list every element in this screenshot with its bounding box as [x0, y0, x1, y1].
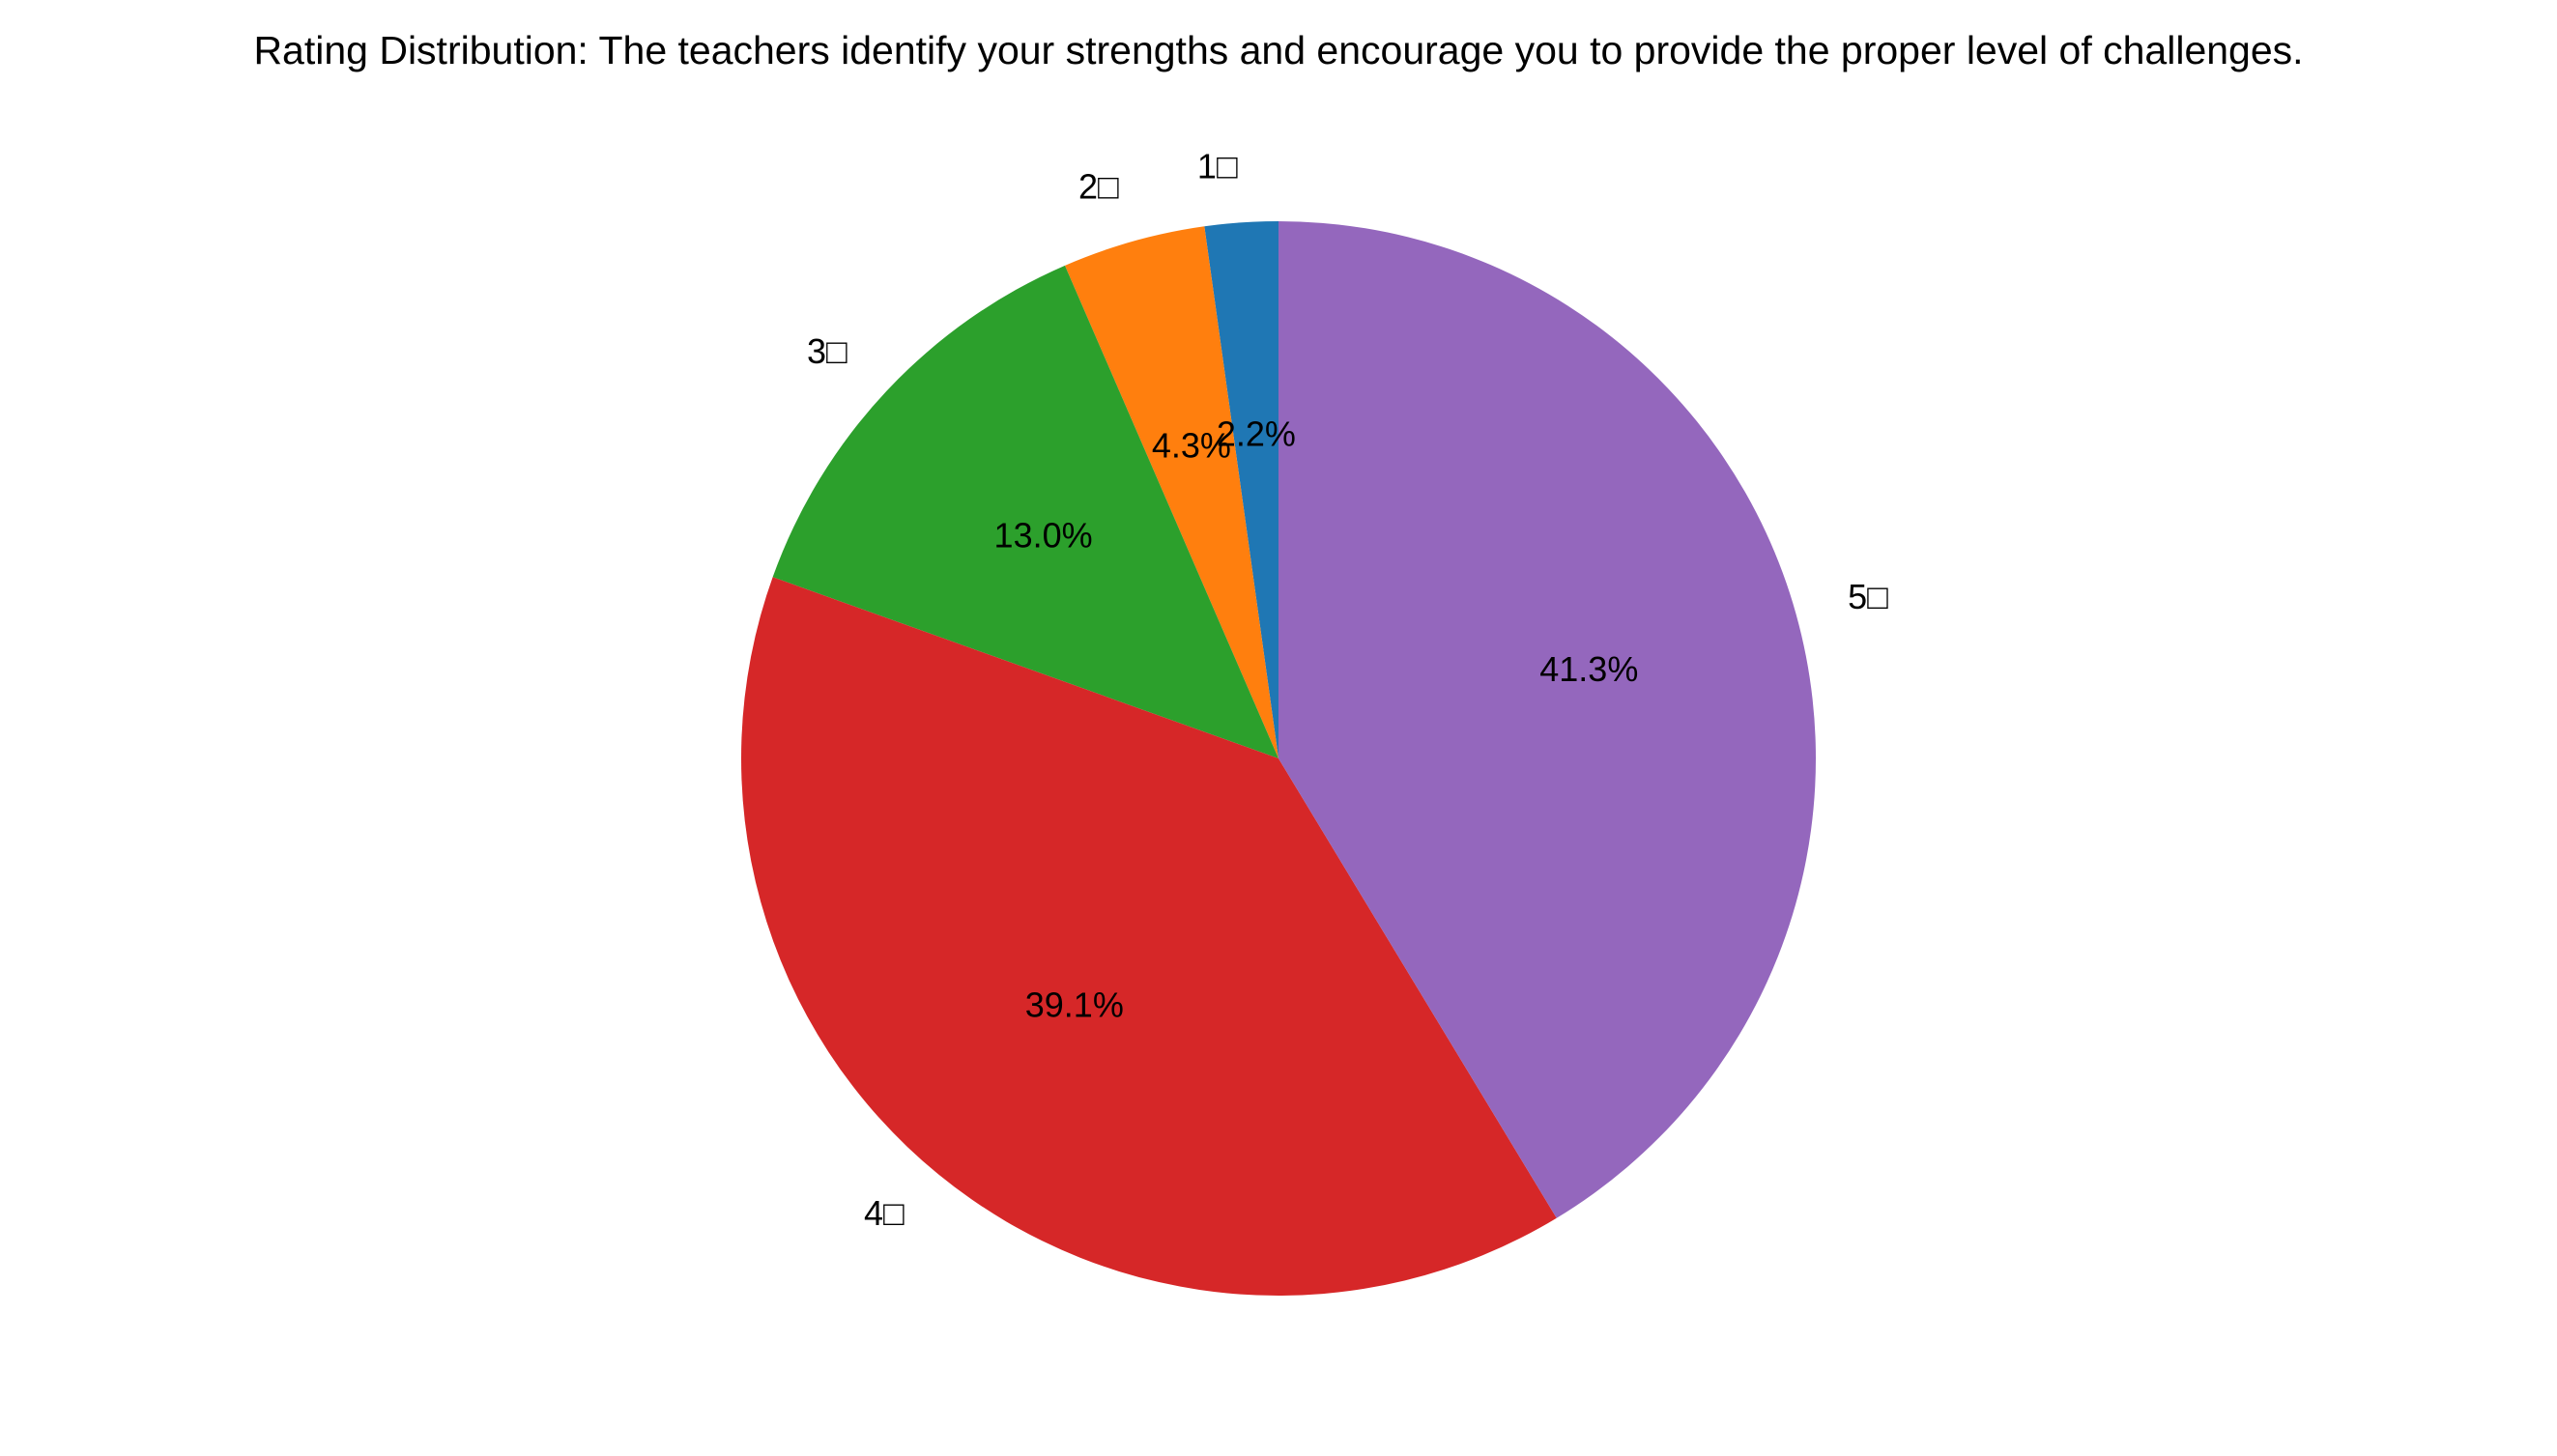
slice-category-label-4: 4□	[864, 1193, 905, 1233]
slice-percent-label-2: 4.3%	[1152, 425, 1231, 465]
pie-slices	[740, 221, 1817, 1297]
pie-slice-5	[1278, 221, 1817, 1218]
slice-percent-label-4: 39.1%	[1025, 985, 1124, 1025]
slice-percent-label-1: 2.2%	[1217, 414, 1296, 454]
pie-slice-2	[1064, 226, 1278, 758]
pie-slice-3	[772, 265, 1278, 758]
slice-category-label-3: 3□	[807, 331, 848, 371]
slice-category-label-1: 1□	[1197, 146, 1238, 186]
slice-category-label-5: 5□	[1848, 577, 1888, 616]
chart-title: Rating Distribution: The teachers identi…	[253, 28, 2303, 72]
pie-slice-4	[740, 577, 1557, 1297]
slice-percent-label-3: 13.0%	[994, 515, 1093, 555]
pie-labels: 1□ 2.2% 2□ 4.3% 3□ 13.0% 4□ 39.1% 5□ 41.3%	[807, 146, 1888, 1233]
slice-percent-label-5: 41.3%	[1539, 649, 1638, 689]
slice-category-label-2: 2□	[1078, 167, 1119, 207]
pie-slice-1	[1204, 221, 1278, 758]
